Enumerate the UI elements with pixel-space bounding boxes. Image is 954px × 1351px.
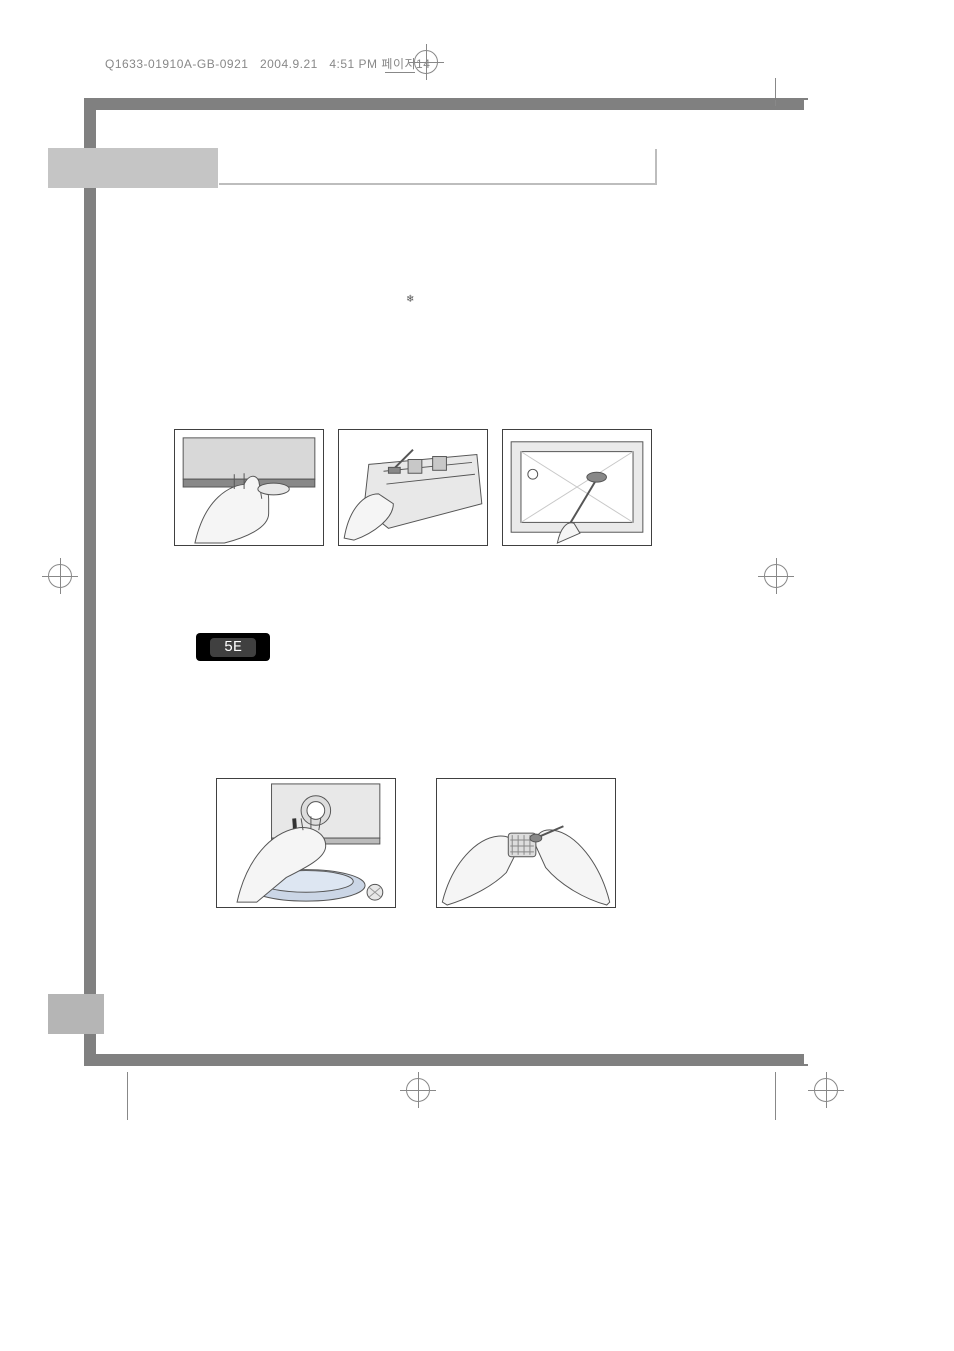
snowflake-icon: ❄	[406, 294, 414, 305]
crop-mark	[775, 1072, 776, 1120]
doc-id: Q1633-01910A-GB-0921	[105, 57, 248, 71]
illustration-drawer-press	[174, 429, 324, 546]
error-code-badge: 5E	[196, 633, 270, 661]
section-heading-bar	[219, 149, 657, 185]
page-frame-tab-lower	[48, 994, 104, 1034]
page-frame-bottom	[84, 1054, 804, 1066]
doc-time: 4:51 PM	[329, 57, 377, 71]
header-underline	[385, 72, 415, 73]
registration-mark-v	[60, 558, 61, 594]
illustration-recess-brush	[502, 429, 652, 546]
crop-mark	[127, 1072, 128, 1120]
registration-mark-v	[776, 558, 777, 594]
registration-mark-v	[426, 44, 427, 80]
crop-mark	[758, 98, 808, 100]
crop-mark	[758, 1064, 808, 1066]
doc-date: 2004.9.21	[260, 57, 318, 71]
illustration-filter-clean	[436, 778, 616, 908]
registration-mark-v	[418, 1072, 419, 1108]
error-code-text: 5E	[210, 638, 256, 657]
page-frame-tab	[48, 148, 218, 188]
illustration-filter-cap-drain	[216, 778, 396, 908]
illustration-drawer-brush	[338, 429, 488, 546]
page-frame-left	[84, 98, 96, 1066]
page-frame-top	[84, 98, 804, 110]
pdf-header: Q1633-01910A-GB-0921 2004.9.21 4:51 PM 페…	[105, 55, 430, 72]
crop-mark	[775, 78, 776, 106]
registration-mark-v	[826, 1072, 827, 1108]
